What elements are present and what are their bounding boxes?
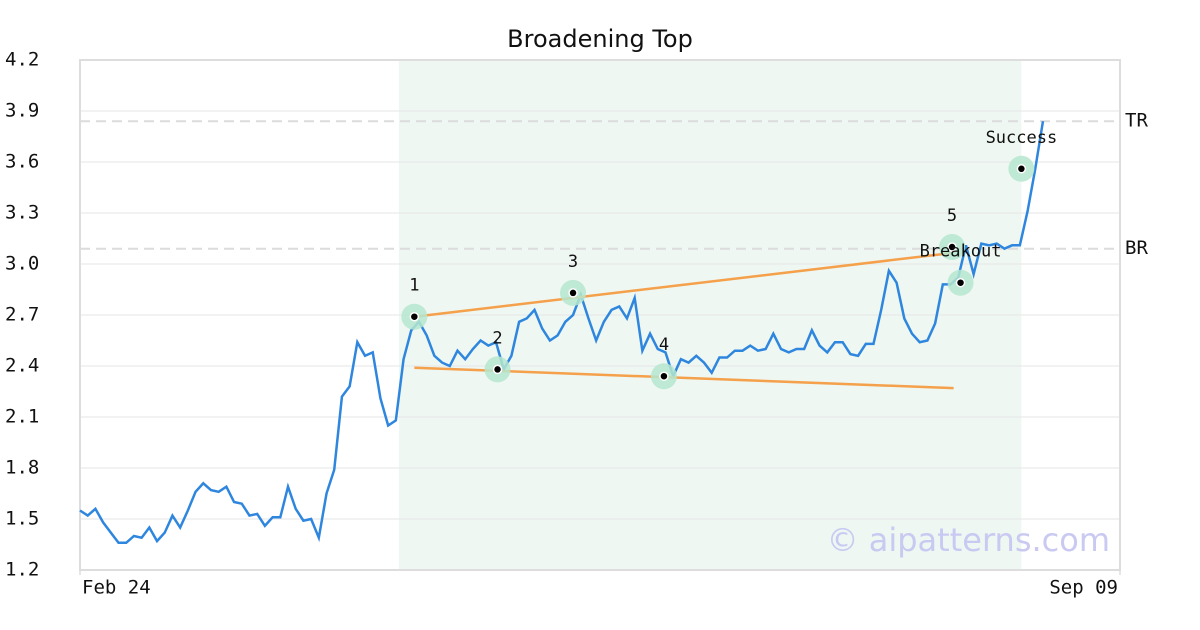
trend-line: [414, 251, 953, 318]
price-line: [79, 121, 1045, 545]
point-dot: [955, 277, 966, 288]
x-tick-label: Feb 24: [82, 577, 151, 599]
level-label: TR: [1125, 110, 1148, 132]
point-label: Success: [986, 128, 1058, 148]
y-tick-label: 1.2: [5, 559, 39, 581]
level-label: BR: [1125, 237, 1148, 259]
watermark: © aipatterns.com: [827, 521, 1110, 559]
point-dot: [947, 242, 957, 252]
y-tick-label: 3.6: [5, 151, 39, 173]
plot-frame: [79, 59, 1121, 571]
x-tick-label: Sep 09: [1049, 577, 1118, 599]
y-tick-label: 1.5: [5, 508, 39, 530]
y-tick-label: 2.4: [5, 355, 39, 377]
point-label: 5: [947, 206, 957, 226]
point-label: 1: [409, 276, 419, 296]
point-dot: [1016, 164, 1027, 174]
y-tick-label: 4.2: [5, 49, 39, 71]
y-tick-label: 2.7: [5, 304, 39, 326]
point-dot: [659, 371, 669, 381]
y-tick-label: 1.8: [5, 457, 39, 479]
y-tick-label: 3.0: [5, 253, 39, 275]
chart-title: Broadening Top: [507, 25, 693, 53]
point-dot: [409, 311, 420, 322]
y-tick-label: 2.1: [5, 406, 39, 428]
point-dot: [568, 288, 578, 298]
point-label: 3: [568, 252, 578, 272]
point-dot: [492, 364, 503, 375]
point-label: Breakout: [920, 242, 1002, 262]
y-tick-label: 3.3: [5, 202, 39, 224]
point-label: 2: [492, 328, 502, 348]
y-tick-label: 3.9: [5, 100, 39, 122]
point-label: 4: [659, 335, 669, 355]
